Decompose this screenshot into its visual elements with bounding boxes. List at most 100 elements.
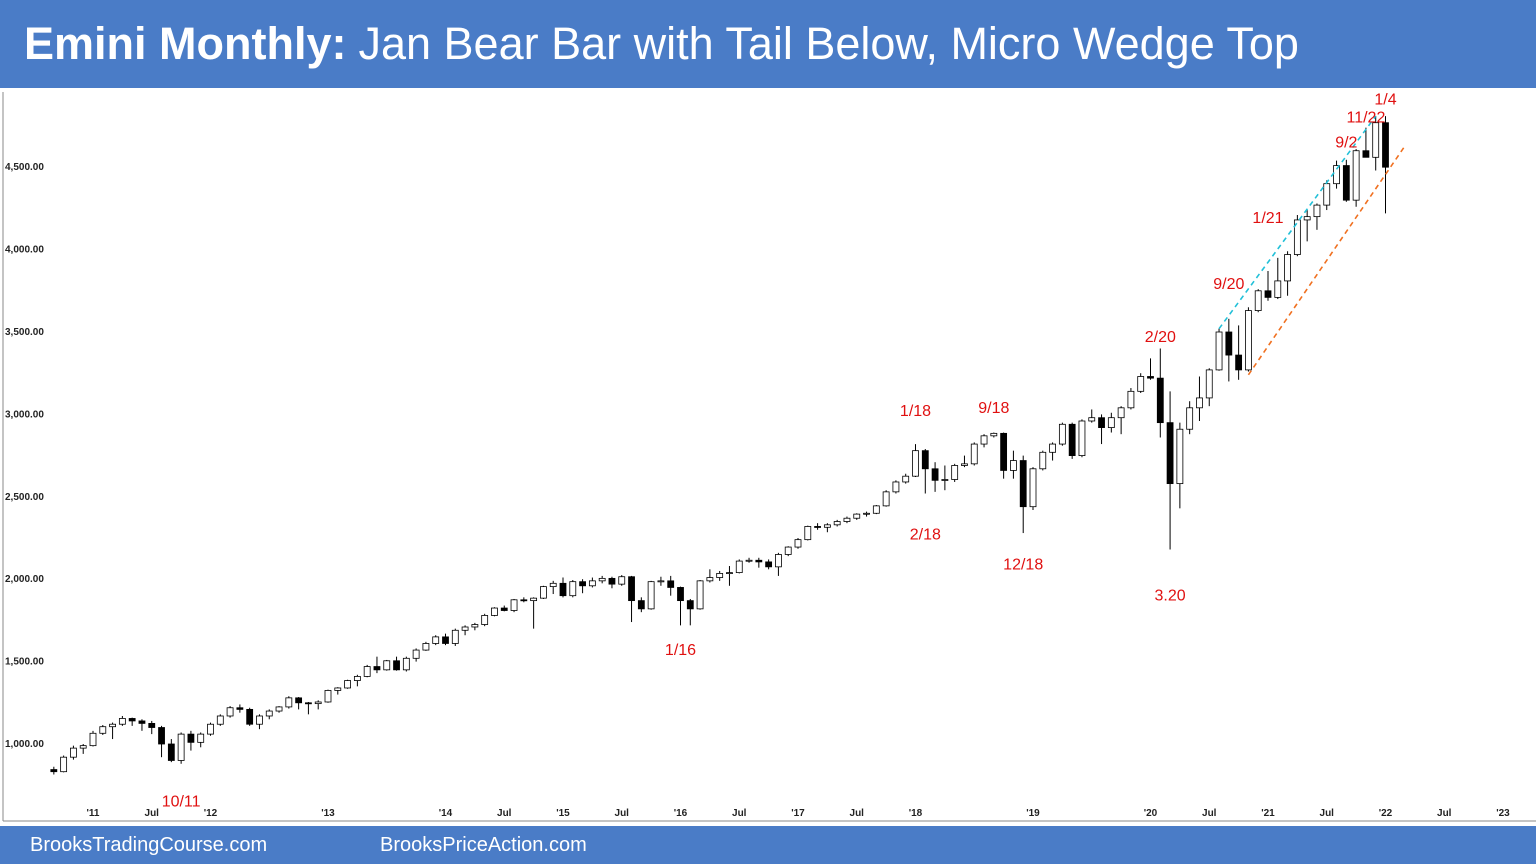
x-tick-label: '23 <box>1496 808 1510 819</box>
y-tick-label: 4,500.00 <box>5 162 44 173</box>
candle-body <box>1303 216 1311 221</box>
candle-body <box>902 475 910 483</box>
candle-body <box>1274 280 1282 298</box>
candle-body <box>579 581 586 587</box>
candle-body <box>353 676 361 681</box>
candle-body <box>823 524 831 528</box>
x-tick-label: '12 <box>204 808 218 819</box>
candle-body <box>1235 354 1243 371</box>
candle-body <box>422 643 430 651</box>
candle-body <box>951 465 959 480</box>
candle-body <box>1342 165 1350 201</box>
candle-body <box>451 629 459 644</box>
candle-body <box>843 517 851 522</box>
candle-body <box>50 769 58 773</box>
annotation-label: 12/18 <box>1003 556 1043 573</box>
candle-body <box>1284 254 1291 282</box>
candle-body <box>402 657 410 671</box>
annotation-label: 9/2 <box>1335 134 1357 151</box>
annotation-label: 2/18 <box>910 527 941 544</box>
x-tick-label: Jul <box>1437 808 1452 819</box>
candle-body <box>1049 443 1056 453</box>
candle-body <box>256 715 263 725</box>
candle-body <box>1098 417 1105 428</box>
candle-body <box>863 512 870 515</box>
candle-body <box>167 743 175 761</box>
candle-body <box>1362 150 1370 158</box>
footer-link-brookstradingcourse[interactable]: BrooksTradingCourse.com <box>30 834 268 856</box>
candle-body <box>1196 397 1203 409</box>
candle-body <box>481 615 489 625</box>
candle-body <box>295 697 303 704</box>
candle-body <box>1019 460 1027 508</box>
chart-title-rest: Jan Bear Bar with Tail Below, Micro Wedg… <box>358 18 1299 69</box>
candle-body <box>510 599 518 611</box>
candle-body <box>872 505 880 514</box>
candle-body <box>686 600 694 610</box>
candle-body <box>1127 390 1135 409</box>
candle-body <box>344 680 351 689</box>
candle-body <box>961 463 968 466</box>
x-tick-label: '16 <box>674 808 688 819</box>
candle-body <box>1029 468 1037 508</box>
candle-body <box>804 526 812 541</box>
annotation-label: 9/18 <box>978 400 1009 417</box>
x-tick-label: Jul <box>145 808 160 819</box>
candle-body <box>334 687 342 691</box>
candle-body <box>1293 219 1301 255</box>
candle-body <box>265 710 273 717</box>
y-tick-label: 1,000.00 <box>5 739 44 750</box>
candle-body <box>236 707 244 710</box>
candle-body <box>148 723 156 728</box>
x-tick-label: Jul <box>497 808 512 819</box>
trendline <box>1218 115 1377 330</box>
candle-body <box>667 580 675 588</box>
candle-body <box>1323 183 1331 206</box>
trendline <box>1247 145 1406 376</box>
candle-body <box>1010 460 1017 471</box>
candle-body <box>559 582 567 597</box>
candle-body <box>275 706 283 712</box>
x-tick-label: Jul <box>1202 808 1217 819</box>
candle-body <box>637 600 645 610</box>
candle-body <box>657 580 665 583</box>
candle-body <box>1078 420 1086 457</box>
candle-body <box>177 733 185 761</box>
candle-body <box>990 432 998 437</box>
candle-body <box>912 450 919 477</box>
candle-body <box>500 607 508 611</box>
candle-body <box>735 560 743 574</box>
candle-body <box>1088 417 1096 422</box>
candle-body <box>1107 417 1115 428</box>
candle-body <box>158 727 165 745</box>
candle-body <box>598 577 606 582</box>
candle-body <box>853 513 861 519</box>
candle-body <box>1137 376 1145 392</box>
candle-body <box>1245 310 1252 371</box>
x-tick-label: Jul <box>732 808 747 819</box>
candle-body <box>833 521 841 526</box>
candle-body <box>745 559 753 562</box>
annotation-label: 11/22 <box>1346 110 1385 127</box>
annotation-label: 1/21 <box>1252 210 1283 227</box>
candle-body <box>1264 290 1272 298</box>
candle-body <box>1166 422 1174 485</box>
x-tick-label: Jul <box>850 808 865 819</box>
candle-body <box>89 732 97 747</box>
annotation-label: 3.20 <box>1155 588 1186 605</box>
annotation-label: 2/20 <box>1145 329 1176 346</box>
candle-body <box>1058 423 1066 445</box>
candle-body <box>491 607 498 616</box>
candle-body <box>393 660 400 671</box>
candle-body <box>628 576 635 602</box>
candle-body <box>109 723 116 728</box>
candle-body <box>285 697 293 708</box>
footer-link-brookspriceaction[interactable]: BrooksPriceAction.com <box>380 834 587 856</box>
candle-body <box>128 718 136 722</box>
candle-body <box>138 720 146 724</box>
x-tick-label: '21 <box>1261 808 1275 819</box>
candle-body <box>1254 290 1262 311</box>
y-tick-label: 1,500.00 <box>5 657 44 668</box>
candle-body <box>696 580 704 610</box>
candle-body <box>765 561 773 568</box>
